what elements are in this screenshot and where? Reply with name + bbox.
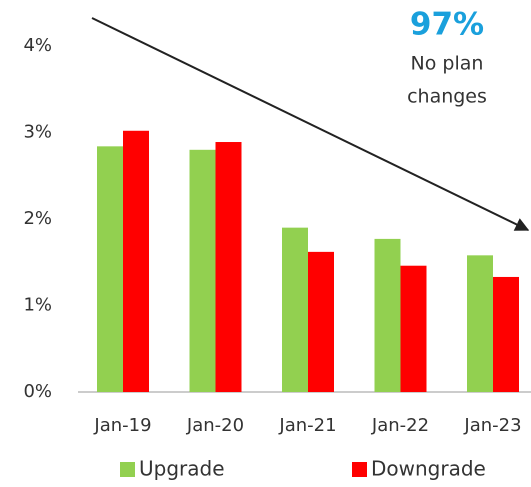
y-tick-label: 0% [23,381,52,402]
bar [282,227,308,392]
bar [400,265,427,392]
y-tick-label: 3% [23,122,52,143]
bar [374,238,401,392]
trend-arrow [91,17,530,231]
legend-label: Downgrade [371,457,486,481]
y-tick-label: 1% [23,295,52,316]
legend-swatch [352,462,367,477]
bar [189,149,216,392]
x-tick-label: Jan-23 [463,415,521,436]
annotation-line: changes [407,86,487,108]
bar [493,276,519,392]
bar [215,142,242,392]
annotation-highlight: 97% [410,7,484,43]
x-tick-label: Jan-20 [186,415,244,436]
x-tick-label: Jan-21 [278,415,336,436]
y-tick-label: 4% [23,35,52,56]
bar [308,251,334,392]
y-tick-label: 2% [23,208,52,229]
bar [123,130,149,392]
bar [467,255,493,392]
legend-label: Upgrade [139,457,225,481]
x-tick-label: Jan-19 [93,415,151,436]
legend-swatch [120,462,135,477]
annotation-line: No plan [411,53,484,75]
x-tick-label: Jan-22 [371,415,429,436]
bar [97,146,123,392]
